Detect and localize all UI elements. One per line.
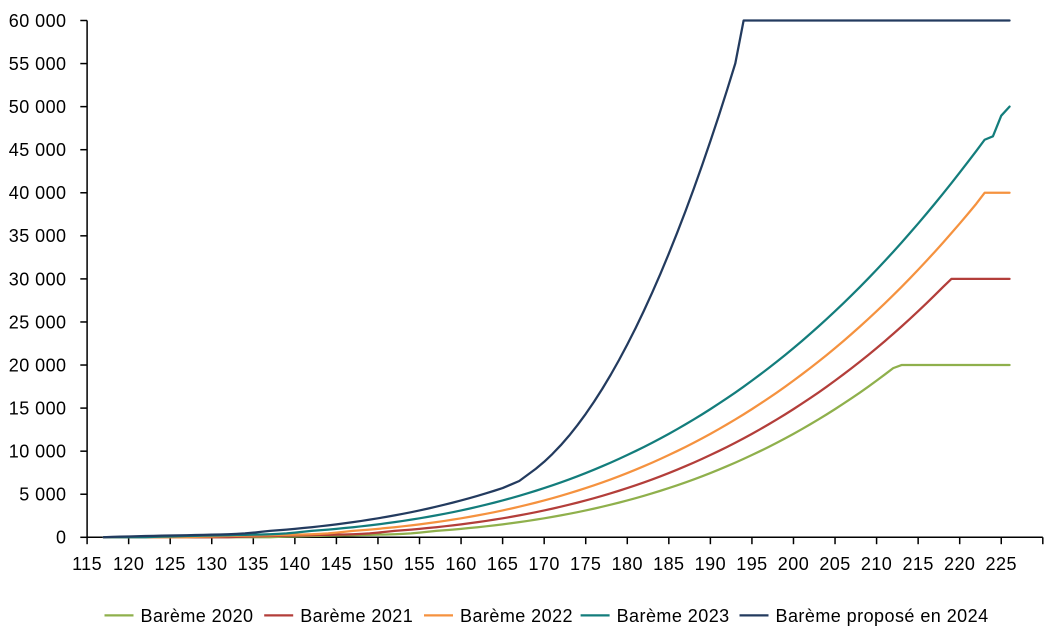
svg-text:190: 190 — [695, 554, 726, 574]
svg-text:125: 125 — [155, 554, 186, 574]
svg-text:165: 165 — [487, 554, 518, 574]
svg-text:130: 130 — [196, 554, 227, 574]
svg-text:155: 155 — [404, 554, 435, 574]
svg-text:135: 135 — [238, 554, 269, 574]
svg-text:Barème 2022: Barème 2022 — [460, 606, 573, 626]
svg-text:140: 140 — [279, 554, 310, 574]
svg-text:150: 150 — [362, 554, 393, 574]
svg-text:220: 220 — [944, 554, 975, 574]
svg-text:170: 170 — [528, 554, 559, 574]
svg-text:205: 205 — [819, 554, 850, 574]
svg-text:50 000: 50 000 — [9, 97, 67, 117]
svg-text:200: 200 — [778, 554, 809, 574]
svg-text:35 000: 35 000 — [9, 226, 67, 246]
svg-text:5 000: 5 000 — [19, 485, 66, 505]
svg-text:115: 115 — [72, 554, 102, 574]
svg-text:0: 0 — [56, 528, 66, 548]
svg-text:Barème 2021: Barème 2021 — [300, 606, 413, 626]
svg-text:Barème 2020: Barème 2020 — [141, 606, 254, 626]
svg-text:40 000: 40 000 — [9, 183, 67, 203]
svg-text:Barème 2023: Barème 2023 — [617, 606, 730, 626]
svg-text:30 000: 30 000 — [9, 269, 67, 289]
svg-text:145: 145 — [321, 554, 352, 574]
svg-text:225: 225 — [986, 554, 1017, 574]
svg-text:15 000: 15 000 — [9, 399, 67, 419]
svg-text:25 000: 25 000 — [9, 312, 67, 332]
svg-text:175: 175 — [570, 554, 601, 574]
svg-text:160: 160 — [445, 554, 476, 574]
svg-text:45 000: 45 000 — [9, 140, 67, 160]
svg-text:180: 180 — [612, 554, 643, 574]
svg-text:215: 215 — [902, 554, 933, 574]
svg-text:10 000: 10 000 — [9, 442, 67, 462]
svg-text:20 000: 20 000 — [9, 355, 67, 375]
svg-text:55 000: 55 000 — [9, 54, 67, 74]
svg-text:210: 210 — [861, 554, 892, 574]
svg-text:Barème proposé en 2024: Barème proposé en 2024 — [776, 606, 989, 626]
svg-text:185: 185 — [653, 554, 684, 574]
svg-text:120: 120 — [113, 554, 144, 574]
svg-text:195: 195 — [736, 554, 767, 574]
svg-text:60 000: 60 000 — [9, 11, 67, 31]
